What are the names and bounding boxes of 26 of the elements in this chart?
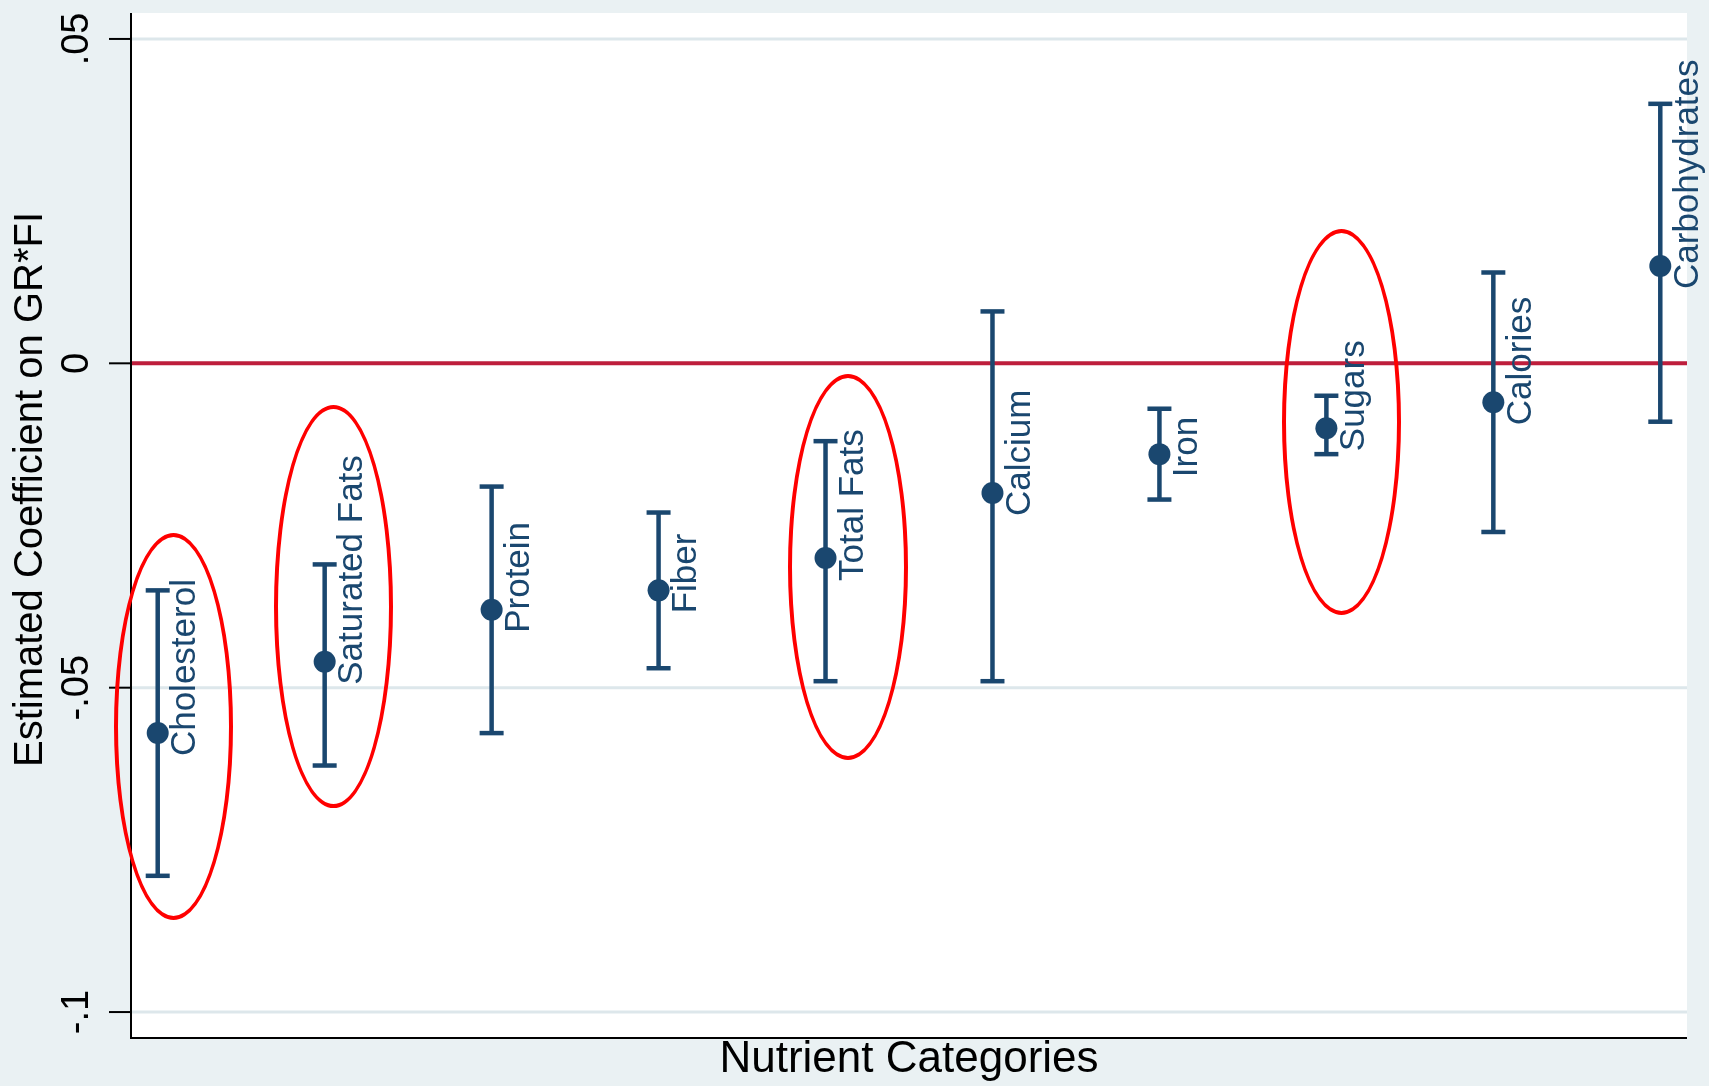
point [1315, 417, 1338, 440]
y-tick-label: .05 [54, 12, 97, 66]
x-axis-title: Nutrient Categories [719, 1032, 1099, 1082]
y-tick-label: -.1 [54, 989, 97, 1035]
y-axis-title: Estimated Coefficient on GR*FI [6, 211, 51, 768]
x-tick-label: Carbohydrates [1665, 59, 1705, 290]
point [313, 650, 336, 673]
x-tick-label: Total Fats [831, 429, 871, 581]
point [1148, 443, 1171, 466]
x-tick-label: Fiber [664, 533, 704, 614]
x-tick-label: Cholesterol [163, 579, 203, 757]
y-tick-label: -.05 [54, 654, 97, 721]
x-tick-label: Sugars [1332, 340, 1372, 452]
x-tick-label: Calories [1498, 296, 1538, 426]
point [647, 579, 670, 602]
x-tick-label: Iron [1165, 416, 1205, 478]
x-tick-label: Saturated Fats [330, 455, 370, 685]
point [146, 722, 169, 745]
x-tick-label: Protein [497, 521, 537, 633]
point [814, 546, 837, 569]
x-tick-label: Calcium [998, 389, 1038, 517]
point [1649, 255, 1672, 278]
point [480, 598, 503, 621]
y-tick-label: 0 [54, 352, 97, 374]
point [981, 482, 1004, 505]
point [1482, 391, 1505, 414]
